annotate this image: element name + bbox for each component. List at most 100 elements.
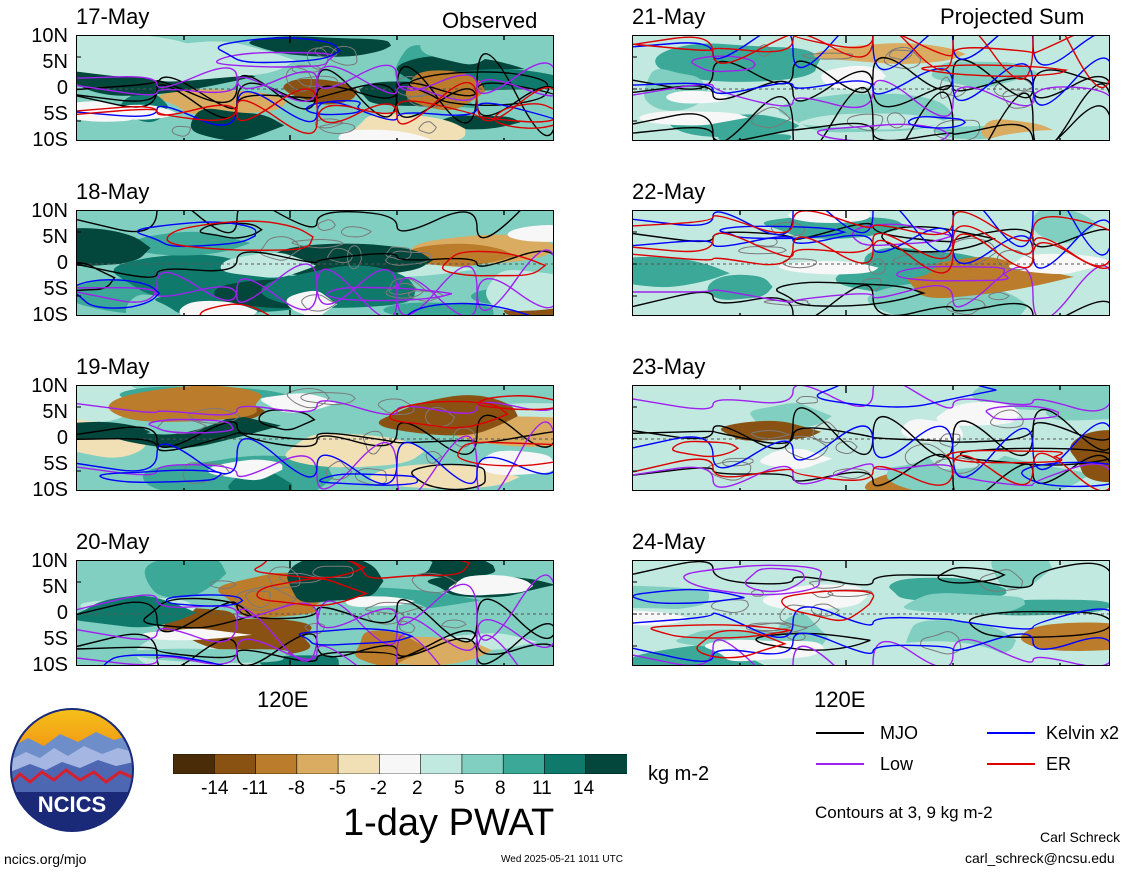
er-contour (493, 103, 553, 129)
coastline (883, 46, 922, 70)
mjo-contour (775, 281, 926, 307)
pwat-near-zero-region (478, 450, 553, 476)
pwat-anomaly-region (77, 595, 197, 628)
colorbar-swatch (379, 753, 422, 775)
low-contour (851, 223, 954, 247)
kelvin-contour (217, 37, 341, 64)
colorbar-swatch (461, 753, 504, 775)
er-contour (633, 452, 1109, 490)
pwat-anomaly-region (77, 36, 210, 78)
y-tick-10s: 10S (32, 129, 68, 151)
y-tick-10s: 10S (32, 479, 68, 501)
coastline (425, 451, 443, 464)
pwat-anomaly-region (77, 421, 151, 440)
x-tick-label-left: 120E (257, 687, 309, 712)
timestamp: Wed 2025-05-21 1011 UTC (501, 854, 623, 865)
pwat-near-zero-region (507, 225, 553, 242)
pwat-anomaly-region (931, 61, 1039, 88)
panel-date-4: 20-May (76, 529, 150, 554)
low-contour (633, 463, 1109, 488)
coastline (738, 246, 787, 255)
y-tick-5s: 5S (43, 103, 68, 125)
pwat-anomaly-region (369, 463, 520, 489)
kelvin-contour (633, 588, 745, 605)
low-contour (691, 55, 757, 73)
coastline (904, 443, 946, 467)
coastline (385, 250, 432, 266)
cb-tick-label: 14 (573, 778, 595, 799)
pwat-near-zero-region (788, 211, 871, 223)
pwat-anomaly-region (1070, 430, 1109, 483)
low-contour (816, 123, 950, 140)
low-contour (744, 567, 806, 593)
y-tick-0: 0 (56, 77, 68, 99)
y-tick-10n: 10N (31, 200, 68, 222)
cb-tick-label: 11 (532, 778, 552, 799)
y-tick-10s: 10S (32, 304, 68, 326)
coastline (418, 121, 437, 134)
pwat-near-zero-region (639, 111, 749, 126)
low-contour (633, 386, 1109, 412)
coastline (300, 391, 356, 406)
coastline (751, 429, 791, 439)
coastline (291, 239, 345, 249)
map-panel-24-may (632, 560, 1110, 666)
y-tick-5s: 5S (43, 453, 68, 475)
pwat-anomaly-region (420, 36, 519, 65)
cb-tick-label: -5 (329, 778, 346, 799)
pwat-anomaly-region (903, 593, 1025, 615)
y-tick-0: 0 (56, 252, 68, 274)
panel-date-8: 24-May (632, 529, 706, 554)
kelvin-contour (633, 57, 1109, 106)
coastline (946, 298, 987, 315)
kelvin-contour (319, 473, 419, 486)
er-contour (256, 577, 369, 607)
kelvin-contour (103, 654, 225, 665)
coastline (385, 246, 412, 261)
map-panel-23-may (632, 385, 1110, 491)
er-contour (254, 561, 366, 579)
site-link[interactable]: ncics.org/mjo (4, 851, 87, 867)
coastline (399, 620, 416, 634)
panel-date-1: 17-May (76, 4, 150, 29)
er-contour (199, 303, 270, 315)
coastline (990, 409, 1024, 429)
colorbar (172, 753, 628, 775)
pwat-anomaly-region (1040, 53, 1095, 71)
legend-label-kelvin: Kelvin x2 (1046, 723, 1120, 743)
low-contour (77, 633, 519, 665)
kelvin-contour (633, 422, 1109, 479)
cb-tick-label: -11 (242, 778, 269, 799)
map-panel-22-may (632, 210, 1110, 316)
y-tick-5n: 5N (42, 401, 68, 423)
low-contour (326, 286, 453, 302)
coastline (757, 44, 773, 57)
coastline (286, 388, 330, 409)
er-contour (921, 64, 1069, 77)
er-contour (781, 589, 875, 622)
colorbar-swatch (255, 753, 298, 775)
y-tick-10n: 10N (31, 375, 68, 397)
coastline (285, 66, 312, 92)
pwat-near-zero-region (260, 393, 337, 413)
low-contour (77, 421, 553, 490)
author-email[interactable]: carl_schreck@ncsu.edu (965, 850, 1115, 866)
colorbar-swatch (420, 753, 463, 775)
coastline (278, 572, 324, 584)
y-tick-5n: 5N (42, 51, 68, 73)
y-tick-0: 0 (56, 427, 68, 449)
coastline (209, 580, 237, 589)
coastline (171, 125, 191, 137)
pwat-anomaly-region (486, 270, 553, 312)
coastline (939, 76, 954, 99)
kelvin-contour (407, 302, 531, 315)
observed-label: Observed (442, 8, 538, 33)
coastline (745, 622, 809, 634)
chart-title: 1-day PWAT (343, 802, 555, 844)
low-contour (77, 400, 553, 416)
legend-swatch-kelvin (987, 732, 1035, 734)
colorbar-swatch (502, 753, 546, 775)
legend-swatch-mjo (816, 732, 864, 734)
pwat-anomaly-region (81, 211, 137, 232)
er-contour (389, 400, 509, 429)
